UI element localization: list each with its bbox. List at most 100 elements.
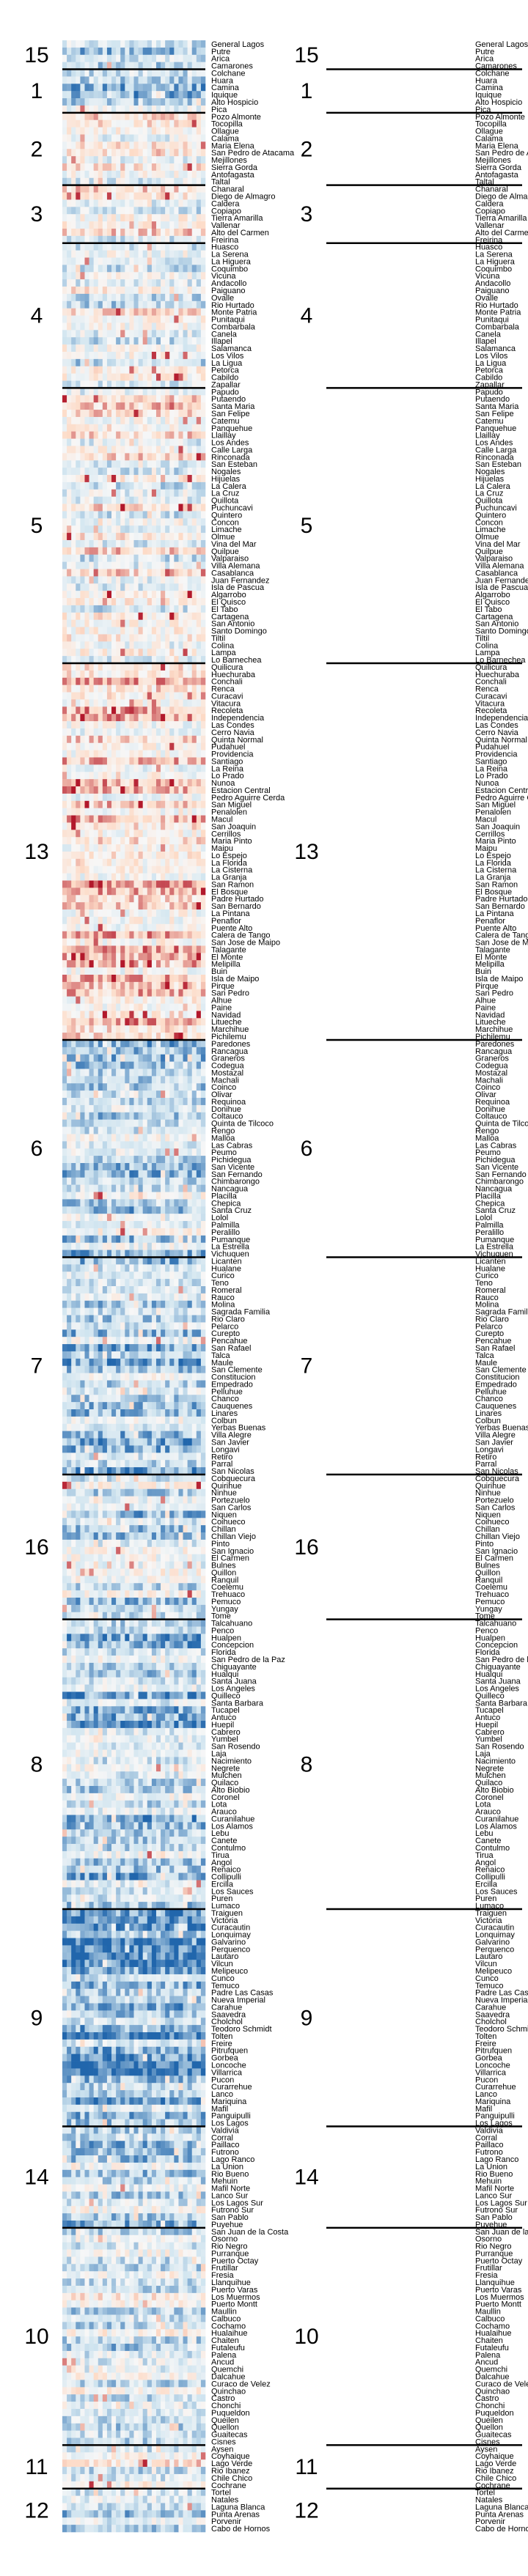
heatmap-cell <box>174 772 179 780</box>
heatmap-cell <box>191 967 197 975</box>
heatmap-cell <box>98 663 103 671</box>
heatmap-cell <box>116 779 121 787</box>
heatmap-cell <box>116 170 121 179</box>
heatmap-cell <box>98 547 103 556</box>
heatmap-cell <box>138 728 143 737</box>
heatmap-cell <box>111 880 117 888</box>
heatmap-cell <box>178 605 183 613</box>
heatmap-cell <box>174 822 179 830</box>
heatmap-cell <box>129 851 134 860</box>
heatmap-cell <box>129 453 134 461</box>
heatmap-cell <box>147 851 153 860</box>
heatmap-cell <box>102 916 108 925</box>
heatmap-cell <box>102 822 108 830</box>
heatmap-cell <box>84 742 89 750</box>
heatmap-cell <box>174 395 179 403</box>
heatmap-cell <box>138 431 143 439</box>
heatmap-cell <box>125 800 130 808</box>
heatmap-cell <box>183 453 188 461</box>
heatmap-cell <box>98 1134 103 1142</box>
heatmap-cell <box>89 996 94 1004</box>
heatmap-cell <box>84 40 89 48</box>
heatmap-cell <box>80 923 85 931</box>
heatmap-cell <box>142 265 148 273</box>
heatmap-cell <box>178 1003 183 1011</box>
heatmap-cell <box>138 721 143 729</box>
heatmap-cell <box>174 315 179 323</box>
heatmap-cell <box>196 721 202 729</box>
heatmap-cell <box>129 598 134 606</box>
heatmap-cell <box>178 1134 183 1142</box>
heatmap-cell <box>165 916 170 925</box>
heatmap-cell <box>129 475 134 483</box>
heatmap-cell <box>89 1083 94 1091</box>
heatmap-cell <box>142 287 148 295</box>
heatmap-cell <box>111 1018 117 1026</box>
heatmap-cell <box>98 981 103 990</box>
heatmap-cell <box>200 207 206 215</box>
heatmap-cell <box>67 163 72 171</box>
heatmap-cell <box>98 424 103 432</box>
heatmap-cell <box>120 503 125 512</box>
heatmap-cell <box>62 989 67 997</box>
heatmap-cell <box>147 583 153 591</box>
heatmap-cell <box>161 1018 166 1026</box>
heatmap-cell <box>102 272 108 280</box>
heatmap-cell <box>129 923 134 931</box>
heatmap-cell <box>178 287 183 295</box>
heatmap-cell <box>89 714 94 722</box>
heatmap-cell <box>120 489 125 497</box>
heatmap-cell <box>196 84 202 92</box>
heatmap-cell <box>142 576 148 584</box>
heatmap-cell <box>116 438 121 446</box>
heatmap-cell <box>102 1104 108 1113</box>
heatmap-cell <box>76 134 81 142</box>
heatmap-cell <box>62 416 67 425</box>
heatmap-cell <box>178 460 183 468</box>
heatmap-cell <box>191 388 197 396</box>
heatmap-cell <box>71 916 76 925</box>
heatmap-cell <box>89 489 94 497</box>
heatmap-cell <box>196 887 202 896</box>
heatmap-cell <box>106 460 112 468</box>
heatmap-cell <box>93 996 99 1004</box>
heatmap-cell <box>125 909 130 918</box>
heatmap-cell <box>111 815 117 823</box>
heatmap-cell <box>89 656 94 664</box>
heatmap-cell <box>62 858 67 867</box>
heatmap-cell <box>161 598 166 606</box>
heatmap-cell <box>125 127 130 135</box>
heatmap-cell <box>106 141 112 150</box>
heatmap-cell <box>76 518 81 526</box>
heatmap-cell <box>89 583 94 591</box>
heatmap-cell <box>169 554 175 562</box>
heatmap-cell <box>80 938 85 946</box>
heatmap-cell <box>133 322 139 331</box>
heatmap-cell <box>165 938 170 946</box>
heatmap-cell <box>129 1076 134 1084</box>
heatmap-cell <box>161 634 166 642</box>
heatmap-cell <box>142 112 148 121</box>
heatmap-cell <box>174 757 179 765</box>
heatmap-cell <box>98 619 103 627</box>
heatmap-cell <box>71 1054 76 1062</box>
heatmap-cell <box>174 873 179 881</box>
heatmap-cell <box>111 62 117 70</box>
heatmap-cell <box>98 322 103 331</box>
heatmap-cell <box>183 47 188 56</box>
heatmap-cell <box>161 605 166 613</box>
heatmap-cell <box>165 699 170 707</box>
heatmap-cell <box>133 134 139 142</box>
heatmap-cell <box>84 265 89 273</box>
heatmap-cell <box>161 677 166 685</box>
heatmap-cell <box>147 561 153 569</box>
heatmap-cell <box>147 800 153 808</box>
heatmap-cell <box>71 728 76 737</box>
heatmap-cell <box>169 47 175 56</box>
heatmap-cell <box>147 475 153 483</box>
heatmap-cell <box>155 453 161 461</box>
heatmap-cell <box>183 366 188 374</box>
heatmap-cell <box>98 308 103 316</box>
heatmap-cell <box>169 366 175 374</box>
heatmap-cell <box>178 330 183 338</box>
